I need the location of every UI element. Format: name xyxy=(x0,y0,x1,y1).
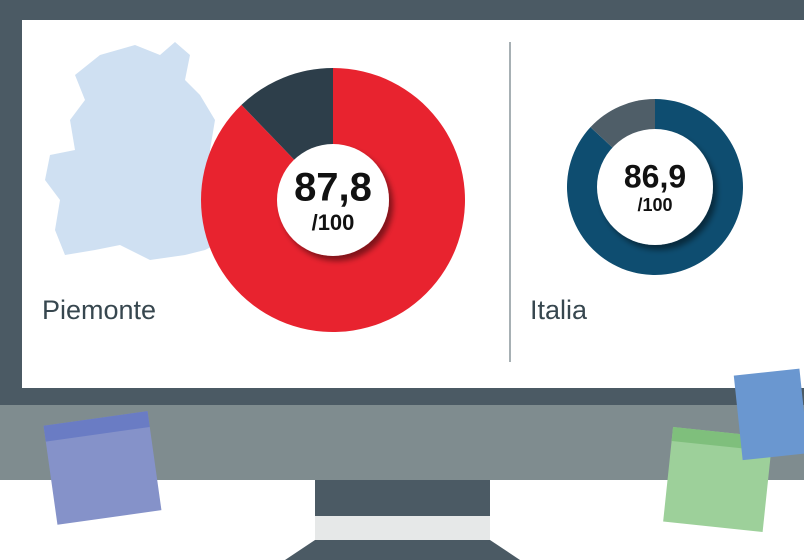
value-label: 86,9 xyxy=(624,158,686,194)
stand-neck xyxy=(315,480,490,516)
sticky-note xyxy=(733,368,804,461)
region-label: Italia xyxy=(530,295,588,325)
total-label: /100 xyxy=(312,210,355,235)
donut-hole xyxy=(597,129,713,245)
stand-plate xyxy=(315,516,490,540)
region-label: Piemonte xyxy=(42,295,156,325)
stand-base xyxy=(285,540,520,560)
donut-hole xyxy=(277,144,389,256)
region-map xyxy=(45,42,230,260)
value-label: 87,8 xyxy=(294,166,372,210)
sticky-note xyxy=(43,411,162,525)
total-label: /100 xyxy=(637,195,672,215)
